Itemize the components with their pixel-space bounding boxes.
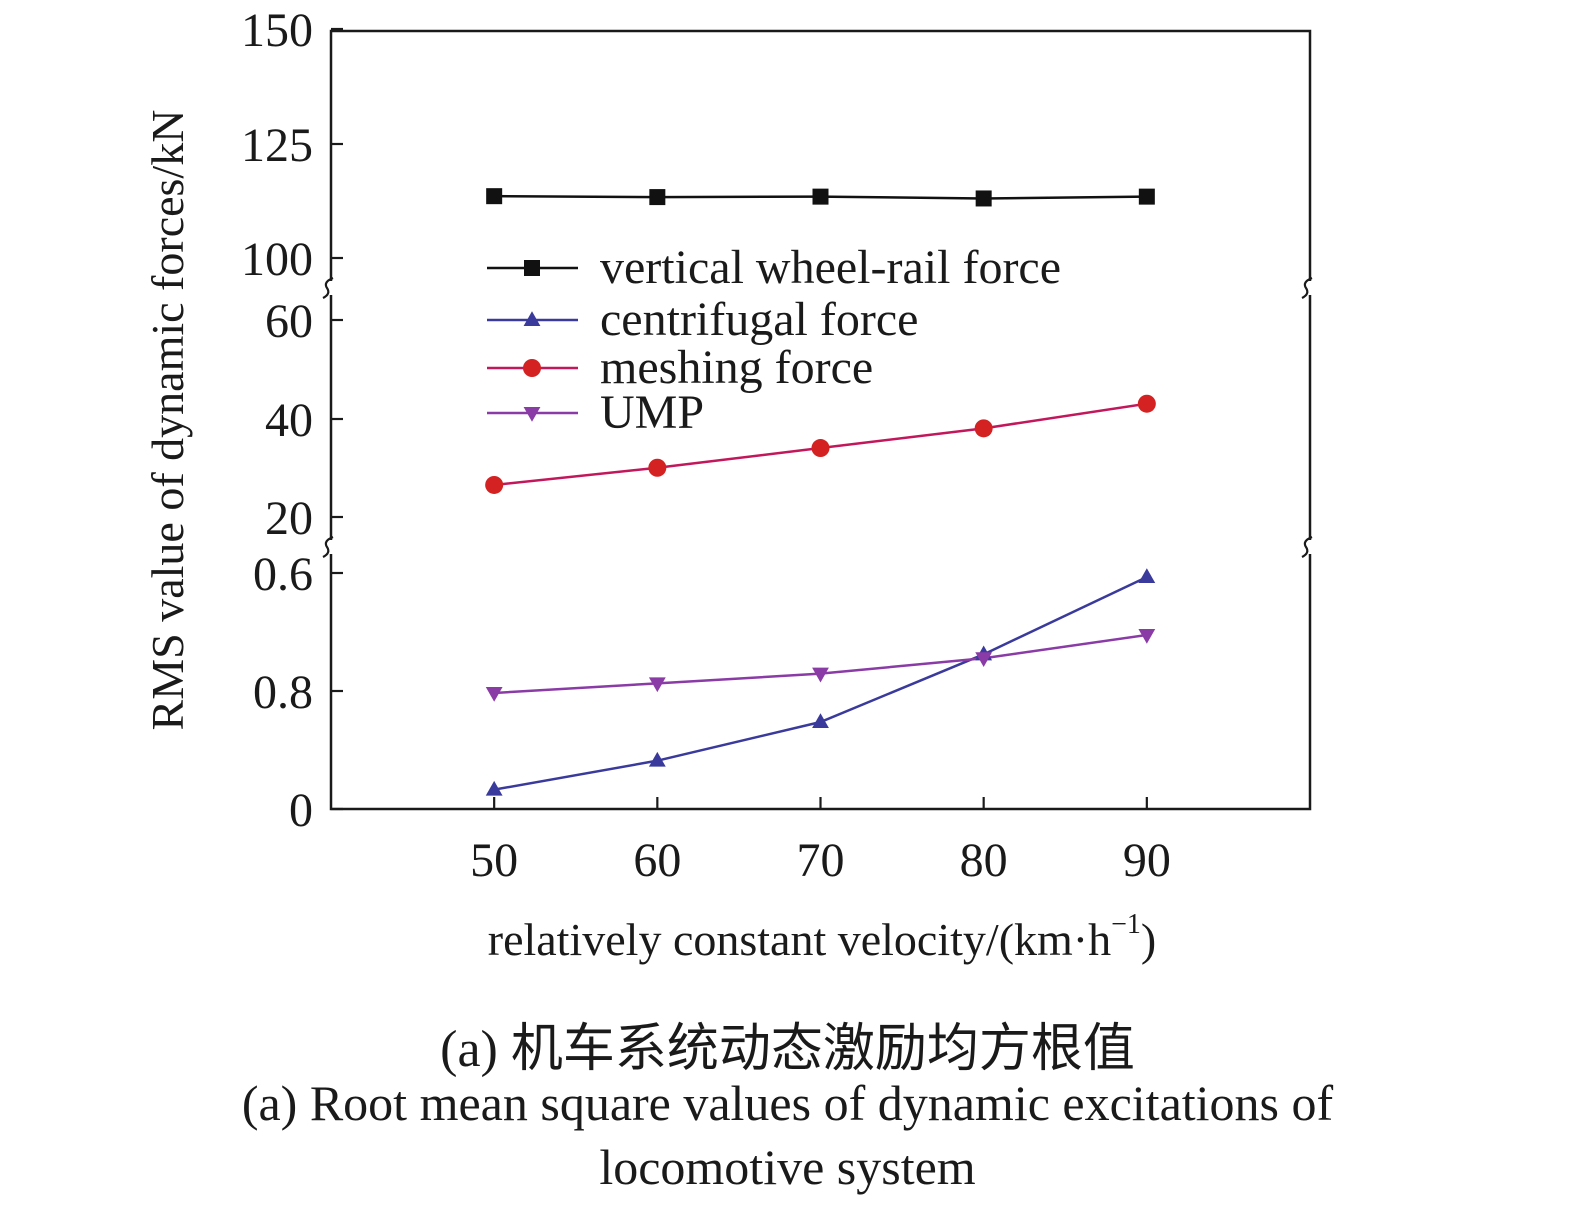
y-axis-ticks: 150 125 100 60 40 200.6 0.8 0 <box>241 4 343 837</box>
data-point <box>975 652 993 667</box>
axis-break-upper-right <box>1297 276 1323 299</box>
chart: 150 125 100 60 40 200.6 0.8 0 50 60 70 80 90 vertic… <box>142 4 1323 965</box>
data-point <box>812 188 829 205</box>
legend-marker <box>523 407 541 422</box>
data-point <box>1138 568 1156 583</box>
axis-break-lower-left <box>318 535 344 558</box>
y-tick-label: 0.8 <box>253 666 313 719</box>
data-point <box>648 751 666 767</box>
x-axis-label-main: relatively constant velocity/(km·h <box>488 914 1111 965</box>
data-point <box>486 188 503 205</box>
data-point <box>648 458 667 477</box>
data-point <box>811 439 830 458</box>
legend-marker <box>523 311 541 326</box>
y-tick-label: 20 <box>265 492 313 545</box>
x-tick-label: 50 <box>470 834 518 887</box>
axis-break-upper-left <box>318 276 344 299</box>
data-point <box>485 780 503 796</box>
legend-label: vertical wheel-rail force <box>600 241 1061 294</box>
axis-break-lower-right <box>1297 535 1323 558</box>
y-tick-label: 125 <box>241 119 313 172</box>
series-line-3 <box>494 633 1148 695</box>
data-point <box>1138 188 1155 205</box>
data-point <box>485 687 503 702</box>
y-tick-label: 60 <box>265 295 313 348</box>
data-point <box>485 475 504 494</box>
legend-label: UMP <box>600 386 704 439</box>
y-tick-label: 100 <box>241 233 313 286</box>
x-tick-label: 80 <box>960 834 1008 887</box>
data-point <box>974 419 993 438</box>
data-point <box>648 677 666 693</box>
legend-marker <box>524 260 540 276</box>
y-tick-label: 0.6 <box>253 548 313 601</box>
x-tick-label: 90 <box>1123 834 1171 887</box>
plot-frame <box>329 29 1312 811</box>
x-axis-label: relatively constant velocity/(km·h−1) <box>488 909 1156 965</box>
x-tick-label: 60 <box>633 834 681 887</box>
x-axis-label-close: ) <box>1141 914 1156 965</box>
data-point <box>1138 629 1156 644</box>
x-tick-label: 70 <box>797 834 845 887</box>
y-tick-label: 40 <box>265 394 313 447</box>
data-point <box>812 713 829 728</box>
legend-label: centrifugal force <box>600 293 918 346</box>
legend-marker <box>523 359 541 377</box>
data-point <box>812 667 829 683</box>
y-tick-label: 150 <box>241 4 313 57</box>
y-tick-label: 0 <box>289 784 313 837</box>
data-point <box>975 190 992 207</box>
x-axis-label-superscript: −1 <box>1111 909 1141 940</box>
data-point <box>649 189 666 206</box>
y-axis-label: RMS value of dynamic forces/kN <box>142 110 193 731</box>
figure-caption-english-line2: locomotive system <box>599 1139 976 1195</box>
legend-label: meshing force <box>600 341 873 394</box>
series-line-1 <box>493 575 1148 791</box>
x-axis-ticks: 50 60 70 80 90 <box>470 797 1171 887</box>
figure-caption-english-line1: (a) Root mean square values of dynamic e… <box>241 1075 1334 1131</box>
figure-caption-chinese: (a) 机车系统动态激励均方根值 <box>440 1021 1135 1078</box>
data-point <box>1137 394 1156 413</box>
series-markers <box>485 188 1156 796</box>
